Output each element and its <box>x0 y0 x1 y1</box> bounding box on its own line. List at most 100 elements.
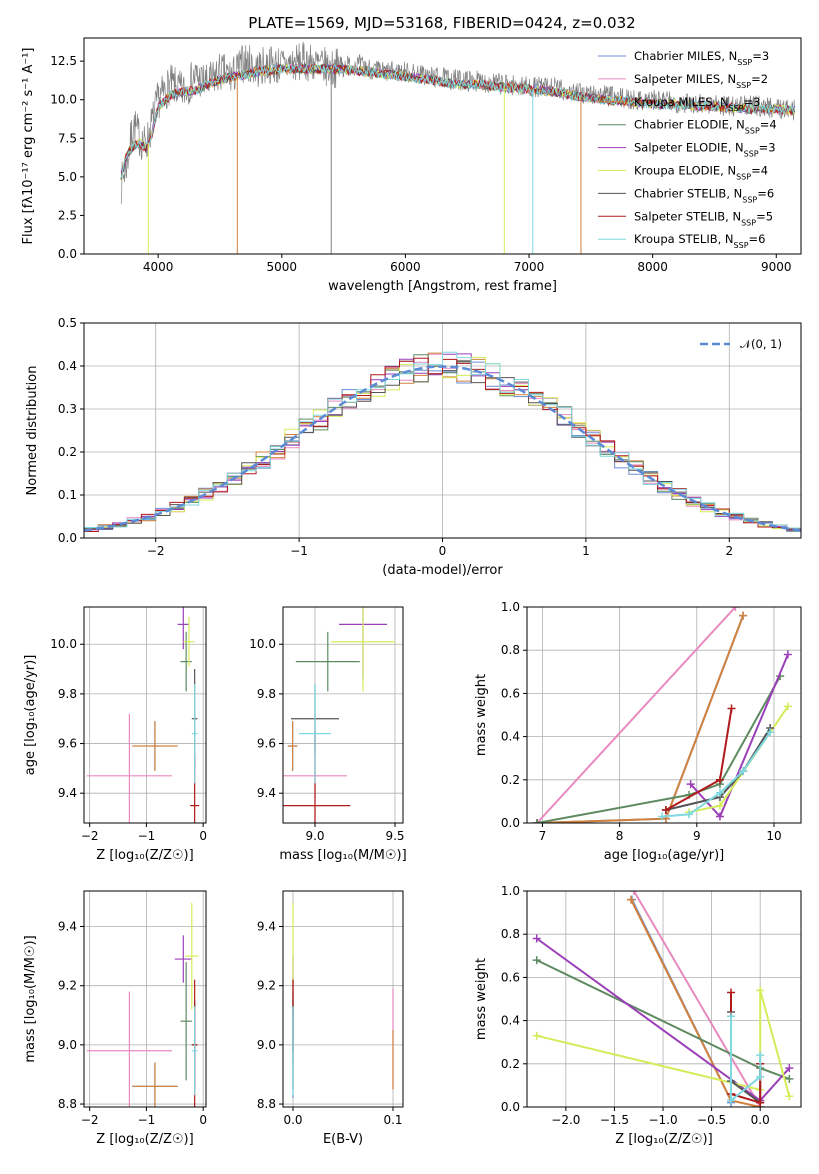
x-tick-label: −1 <box>138 1113 156 1127</box>
x-tick-label: −1.5 <box>600 1113 629 1127</box>
mass-weight-line <box>536 615 745 823</box>
y-tick-label: 0.4 <box>58 359 77 373</box>
mass-weight-marker <box>532 934 541 943</box>
mass-weight-marker <box>785 1074 794 1083</box>
legend-entry: 𝒩(0, 1) <box>740 337 782 351</box>
x-tick-label: 4000 <box>143 260 174 274</box>
y-tick-label: 9.4 <box>257 786 276 800</box>
age-vs-Z-axes: −2 −1 0 9.4 9.6 9.8 10.0 Z [log₁₀(Z/Z☉)] age [lo… <box>23 606 207 863</box>
normal-distribution-curve <box>84 365 801 532</box>
y-tick-label: 0.0 <box>58 531 77 545</box>
plot-area <box>84 351 801 532</box>
mass-weight-line <box>536 675 782 823</box>
spectrum-axes: 4000 5000 6000 7000 8000 9000 0.0 2.5 5.0 7.5 10.0… <box>21 37 802 294</box>
x-axis-label: Z [log₁₀(Z/Z☉)] <box>96 1132 193 1147</box>
x-tick-label: 9000 <box>761 260 792 274</box>
spectrum-legend: Chabrier MILES, NSSP=3 Salpeter MILES, NS… <box>598 49 777 250</box>
axes-frame <box>282 890 404 1108</box>
y-tick-label: 9.8 <box>58 687 77 701</box>
x-axis-label: E(B-V) <box>323 1132 363 1147</box>
y-tick-label: 0.0 <box>501 1100 520 1114</box>
mass-weight-marker <box>685 810 694 819</box>
plot-area <box>533 607 792 823</box>
mass-weight-marker <box>727 704 736 713</box>
mass-weight-line <box>536 607 737 823</box>
x-axis-label: Z [log₁₀(Z/Z☉)] <box>96 848 193 863</box>
y-tick-label: 0.2 <box>501 1057 520 1071</box>
y-tick-label: 10.0 <box>50 637 77 651</box>
plot-area <box>120 41 796 254</box>
x-tick-label: 10 <box>766 829 781 843</box>
y-tick-label: 2.5 <box>58 208 77 222</box>
y-tick-label: 9.0 <box>257 1038 276 1052</box>
y-tick-label: 9.4 <box>257 920 276 934</box>
model-spectrum-line <box>120 63 796 178</box>
x-tick-label: 0 <box>199 1113 207 1127</box>
y-tick-label: 7.5 <box>58 131 77 145</box>
error-bar-point <box>191 1006 198 1096</box>
age-vs-mass-axes: 9.0 9.5 9.4 9.6 9.8 10.0 mass [log₁₀(M/M☉)] <box>249 606 407 863</box>
legend-entry: Salpeter ELODIE, NSSP=3 <box>634 141 776 159</box>
mass-weight-marker <box>715 812 724 821</box>
y-tick-label: 0.8 <box>501 927 520 941</box>
y-tick-label: 1.0 <box>501 600 520 614</box>
y-tick-label: 9.0 <box>58 1038 77 1052</box>
x-tick-label: 8 <box>616 829 624 843</box>
x-tick-label: 1 <box>582 544 590 558</box>
y-axis-label: mass [log₁₀(M/M☉)] <box>23 935 38 1062</box>
x-tick-label: −1.0 <box>648 1113 677 1127</box>
error-bar-point <box>331 607 395 692</box>
x-tick-label: 7000 <box>514 260 545 274</box>
y-tick-label: 10.0 <box>249 637 276 651</box>
mass-weight-line <box>630 899 761 1107</box>
mass-weight-marker <box>658 812 667 821</box>
x-tick-label: 5000 <box>267 260 298 274</box>
axes-frame <box>83 606 207 824</box>
x-tick-label: 7 <box>539 829 547 843</box>
residual-histogram <box>84 351 801 529</box>
mass-weight-marker <box>756 1098 765 1107</box>
plot-area <box>292 902 394 1099</box>
massweight-vs-age-axes: 7 8 9 10 0.0 0.2 0.4 0.6 0.8 1.0 age [log₁₀(age/yr… <box>474 600 802 863</box>
y-tick-label: 0.4 <box>501 1014 520 1028</box>
y-tick-label: 0.6 <box>501 970 520 984</box>
mass-weight-marker <box>727 988 736 997</box>
x-tick-label: −2 <box>147 544 165 558</box>
axes-frame <box>282 606 404 824</box>
error-bar-point <box>174 935 192 983</box>
x-axis-label: wavelength [Angstrom, rest frame] <box>328 279 557 294</box>
legend-entry: Chabrier MILES, NSSP=3 <box>634 49 769 67</box>
x-tick-label: 9 <box>693 829 701 843</box>
x-axis-label: mass [log₁₀(M/M☉)] <box>279 848 406 863</box>
axes-frame <box>526 890 802 1108</box>
error-bar-point <box>180 631 192 692</box>
plot-area <box>283 607 395 823</box>
y-tick-label: 9.2 <box>58 979 77 993</box>
mass-weight-marker <box>783 650 792 659</box>
x-tick-label: 0.0 <box>283 1113 302 1127</box>
mass-weight-marker <box>715 775 724 784</box>
mass-weight-marker <box>739 611 748 620</box>
x-tick-label: 0.1 <box>383 1113 402 1127</box>
legend-entry: Salpeter MILES, NSSP=2 <box>634 72 768 90</box>
axes-frame <box>526 606 802 824</box>
y-tick-label: 9.6 <box>257 737 276 751</box>
error-bar-point <box>183 616 195 667</box>
mass-weight-marker <box>715 788 724 797</box>
mass-weight-marker <box>727 1096 736 1105</box>
y-tick-label: 0.4 <box>501 730 520 744</box>
y-axis-label: mass weight <box>474 674 489 756</box>
x-tick-label: −2 <box>81 1113 99 1127</box>
y-tick-label: 8.8 <box>257 1097 276 1111</box>
y-tick-label: 0.3 <box>58 402 77 416</box>
y-tick-label: 0.5 <box>58 316 77 330</box>
plot-area <box>86 902 199 1107</box>
y-tick-label: 1.0 <box>501 884 520 898</box>
error-bar-point <box>177 607 189 650</box>
x-tick-label: −2 <box>81 829 99 843</box>
x-axis-label: (data-model)/error <box>382 563 503 578</box>
mass-weight-marker <box>532 1031 541 1040</box>
error-bar-point <box>185 902 199 1010</box>
error-bar-point <box>287 721 298 771</box>
